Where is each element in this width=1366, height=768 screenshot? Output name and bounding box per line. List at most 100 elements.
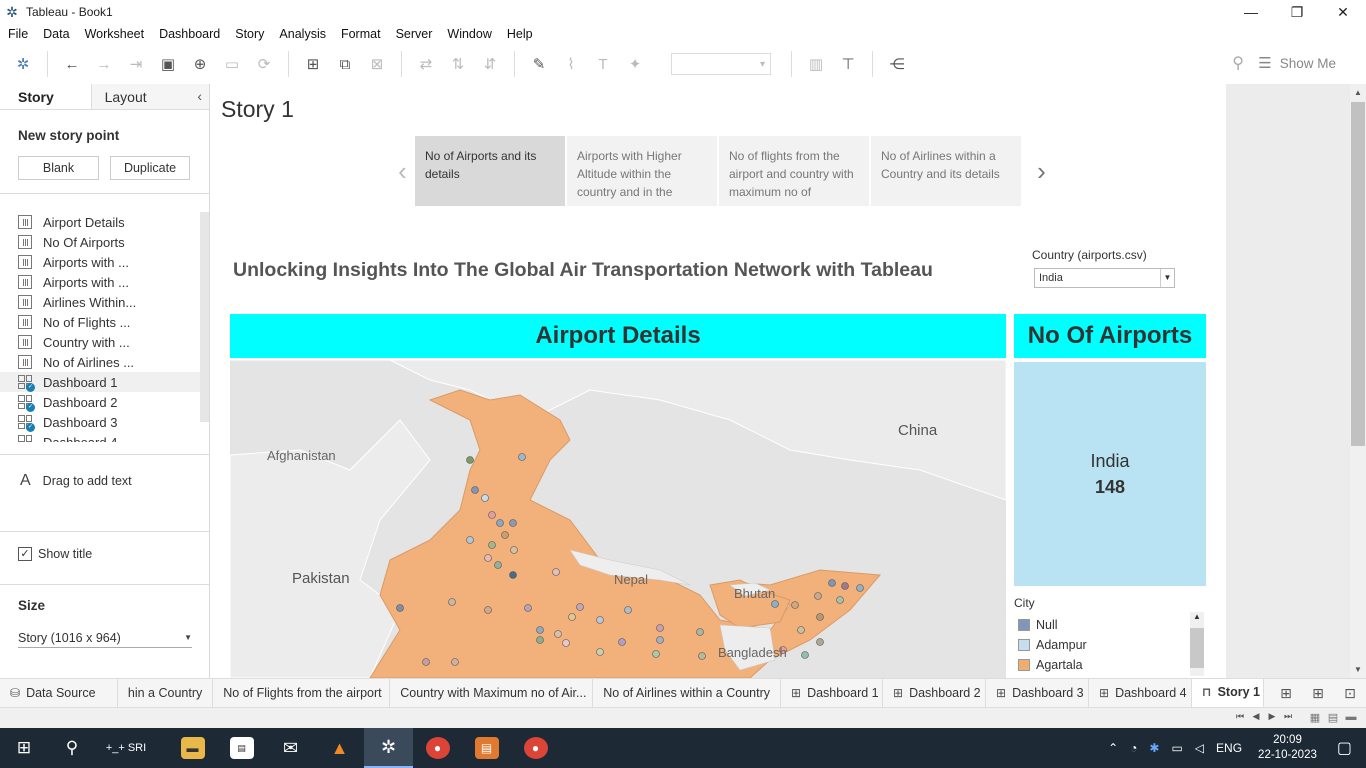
airport-map[interactable]: China Afghanistan Pakistan Nepal Bhutan …	[230, 360, 1006, 678]
prev-sheet-icon[interactable]: ◀	[1252, 711, 1260, 721]
bluetooth-icon[interactable]: ✱	[1149, 741, 1160, 755]
close-icon[interactable]: ✕	[1337, 3, 1349, 20]
sheet-item-dashboard-3[interactable]: ✓ Dashboard 3	[0, 412, 200, 432]
chevron-up-icon[interactable]: ⌃	[1108, 741, 1119, 755]
size-dropdown[interactable]: Story (1016 x 964) ▼	[18, 628, 192, 648]
scroll-down-icon[interactable]: ▼	[1354, 665, 1362, 674]
restore-icon[interactable]: ❐	[1290, 3, 1304, 20]
minimize-icon[interactable]: —	[1244, 4, 1258, 20]
menu-data[interactable]: Data	[43, 27, 70, 41]
sheet-item-dashboard-1[interactable]: ✓ Dashboard 1	[0, 372, 200, 392]
windows-start-icon[interactable]: ⊞	[16, 738, 32, 757]
checkbox-checked-icon[interactable]: ✓	[18, 547, 32, 561]
country-filter-dropdown[interactable]: India ▼	[1034, 268, 1175, 288]
swap-icon[interactable]: ⇄	[419, 56, 433, 73]
legend-item-null[interactable]: Null	[1014, 615, 1206, 635]
scroll-thumb[interactable]	[1351, 102, 1365, 446]
scroll-up-icon[interactable]: ▲	[1354, 88, 1362, 97]
tab-dashboard-3[interactable]: ⊞ Dashboard 3	[986, 678, 1089, 708]
sheet-item-dashboard-4[interactable]: Dashboard 4	[0, 432, 200, 442]
story-point-3[interactable]: No of flights from the airport and count…	[719, 136, 869, 206]
sheet-item-no-of-airlines[interactable]: No of Airlines ...	[0, 352, 200, 372]
sort-descending-icon[interactable]: ⇵	[483, 56, 497, 73]
previous-arrow-icon[interactable]: ‹	[398, 155, 407, 186]
fit-dropdown[interactable]: ▾	[671, 53, 771, 75]
drag-to-add-text[interactable]: A Drag to add text	[20, 472, 132, 490]
save-icon[interactable]: ▣	[160, 56, 176, 73]
blank-button[interactable]: Blank	[18, 156, 99, 180]
menu-worksheet[interactable]: Worksheet	[84, 27, 145, 41]
tab-no-of-airlines[interactable]: No of Airlines within a Country	[593, 678, 781, 708]
clock[interactable]: 20:09 22-10-2023	[1258, 733, 1317, 763]
refresh-icon[interactable]: ⟳	[257, 56, 271, 73]
tab-story[interactable]: Story	[0, 84, 92, 109]
taskbar-user[interactable]: +_+ SRI	[105, 742, 147, 754]
story-point-4[interactable]: No of Airlines within a Country and its …	[871, 136, 1021, 206]
menu-analysis[interactable]: Analysis	[279, 27, 326, 41]
tab-dashboard-4[interactable]: ⊞ Dashboard 4	[1089, 678, 1192, 708]
scroll-thumb[interactable]	[1190, 628, 1204, 668]
vertical-scrollbar[interactable]: ▲ ▼	[1350, 84, 1366, 678]
menu-file[interactable]: File	[8, 27, 29, 41]
tableau-taskbar-icon[interactable]: ✲	[364, 728, 413, 768]
battery-icon[interactable]: ▭	[1171, 741, 1183, 755]
new-worksheet-icon[interactable]: ⊞	[306, 56, 320, 73]
sheet-item-airports-with-2[interactable]: Airports with ...	[0, 272, 200, 292]
filmstrip-icon[interactable]: ▤	[1327, 712, 1339, 724]
replay-icon[interactable]: ⇥	[129, 56, 143, 73]
duplicate-sheet-icon[interactable]: ⧉	[339, 55, 351, 73]
tab-layout[interactable]: Layout ‹	[91, 84, 209, 109]
app-icon[interactable]: ▤	[217, 728, 266, 768]
sheet-item-country-with[interactable]: Country with ...	[0, 332, 200, 352]
labels-icon[interactable]: T	[598, 55, 608, 73]
menu-window[interactable]: Window	[447, 27, 492, 41]
new-dashboard-tab-icon[interactable]: ⊞	[1312, 684, 1324, 701]
tab-dashboard-2[interactable]: ⊞ Dashboard 2	[883, 678, 986, 708]
menu-format[interactable]: Format	[340, 27, 381, 41]
new-data-source-icon[interactable]: ⊕	[193, 56, 207, 73]
sort-ascending-icon[interactable]: ⇅	[451, 56, 465, 73]
search-icon[interactable]: ⚲	[65, 738, 79, 757]
document-icon[interactable]: ▤	[462, 728, 511, 768]
show-title-checkbox[interactable]: ✓ Show title	[18, 547, 92, 561]
pause-auto-update-icon[interactable]: ▭	[224, 56, 240, 73]
sheet-sorter-icon[interactable]: ▦	[1309, 712, 1321, 724]
mail-icon[interactable]: ✉	[282, 737, 299, 758]
volume-icon[interactable]: ◁	[1194, 741, 1205, 755]
sheet-item-no-of-airports[interactable]: No Of Airports	[0, 232, 200, 252]
chrome-icon[interactable]: ●	[413, 728, 462, 768]
vlc-icon[interactable]: ▲	[330, 737, 349, 758]
sheet-item-airports-with-1[interactable]: Airports with ...	[0, 252, 200, 272]
airport-count-card[interactable]: India 148	[1014, 362, 1206, 586]
new-story-tab-icon[interactable]: ⊡	[1344, 684, 1356, 701]
notification-icon[interactable]: ▢	[1336, 740, 1352, 757]
sheet-item-no-of-flights[interactable]: No of Flights ...	[0, 312, 200, 332]
undo-icon[interactable]: ←	[64, 55, 80, 73]
redo-icon[interactable]: →	[96, 55, 112, 73]
tableau-logo-icon[interactable]: ✲	[16, 56, 30, 73]
legend-item-adampur[interactable]: Adampur	[1014, 635, 1206, 655]
network-icon[interactable]: ◔	[1130, 741, 1138, 755]
tabs-view-icon[interactable]: ▬	[1345, 711, 1357, 723]
legend-scrollbar[interactable]: ▲	[1190, 612, 1204, 676]
menu-story[interactable]: Story	[235, 27, 265, 41]
file-explorer-icon[interactable]: ▬	[168, 728, 217, 768]
next-arrow-icon[interactable]: ›	[1037, 155, 1046, 186]
group-icon[interactable]: ⌇	[567, 56, 575, 73]
show-cards-icon[interactable]: ▥	[808, 56, 824, 73]
pin-icon[interactable]: ✦	[628, 56, 642, 73]
sheet-list-scrollbar[interactable]	[200, 212, 209, 422]
share-icon[interactable]: ⋲	[889, 56, 905, 73]
tab-no-of-flights[interactable]: No of Flights from the airport	[213, 678, 391, 708]
scroll-up-icon[interactable]: ▲	[1193, 612, 1201, 621]
sheet-item-dashboard-2[interactable]: ✓ Dashboard 2	[0, 392, 200, 412]
tab-story-1[interactable]: ⊓ Story 1	[1192, 678, 1264, 708]
last-sheet-icon[interactable]: ⏭	[1283, 711, 1293, 721]
presentation-mode-icon[interactable]: ⊤	[841, 56, 855, 73]
new-worksheet-tab-icon[interactable]: ⊞	[1280, 684, 1292, 701]
legend-item-agartala[interactable]: Agartala	[1014, 655, 1206, 675]
menu-help[interactable]: Help	[506, 27, 533, 41]
show-me-button[interactable]: ☰ Show Me	[1258, 54, 1336, 72]
format-brush-icon[interactable]: ⚲	[1232, 55, 1244, 72]
duplicate-button[interactable]: Duplicate	[110, 156, 190, 180]
